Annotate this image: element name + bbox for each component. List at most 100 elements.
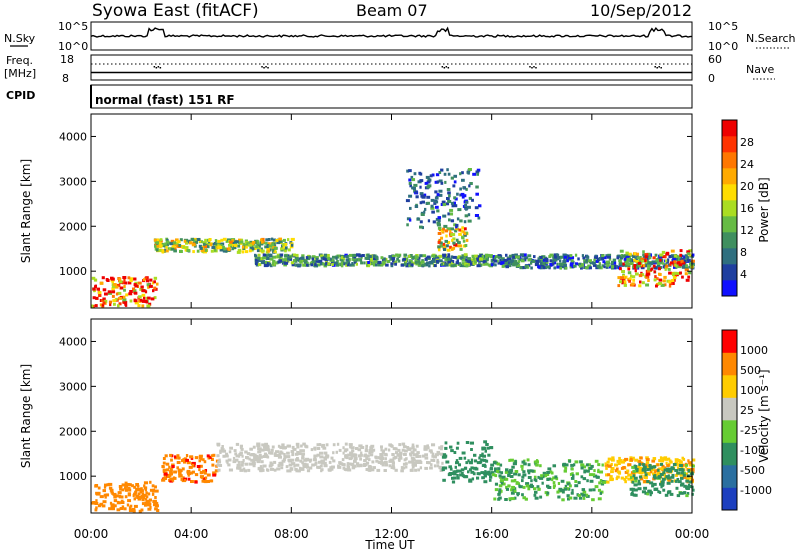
data-cell [427, 178, 432, 182]
data-cell [669, 255, 672, 259]
data-cell [594, 254, 598, 258]
data-cell [643, 463, 648, 467]
data-cell [658, 459, 663, 463]
data-cell [345, 258, 350, 262]
data-cell [481, 447, 484, 451]
data-cell [478, 204, 482, 208]
data-cell [301, 254, 305, 258]
data-cell [455, 227, 458, 230]
data-cell [411, 261, 416, 265]
data-cell [118, 280, 123, 284]
data-cell [637, 459, 642, 463]
data-cell [522, 473, 527, 477]
data-cell [590, 464, 594, 468]
data-cell [133, 291, 138, 295]
data-cell [280, 253, 284, 257]
data-cell [415, 190, 418, 194]
data-cell [408, 263, 412, 267]
data-cell [232, 243, 235, 247]
data-cell [604, 462, 607, 466]
data-cell [426, 201, 430, 205]
data-cell [332, 255, 337, 259]
data-cell [629, 456, 633, 460]
data-cell [402, 445, 407, 449]
data-cell [637, 482, 642, 486]
data-cell [644, 255, 648, 259]
data-cell [628, 277, 632, 281]
data-cell [210, 479, 214, 483]
data-cell [314, 462, 317, 466]
data-cell [438, 446, 441, 450]
data-cell [445, 460, 450, 464]
data-cell [442, 203, 447, 207]
data-cell [269, 467, 275, 471]
data-cell [610, 462, 613, 466]
data-cell [497, 261, 501, 265]
data-cell [335, 263, 340, 267]
data-cell [611, 458, 615, 462]
data-cell [531, 259, 536, 263]
data-cell [603, 265, 606, 269]
data-cell [263, 264, 268, 268]
data-cell [673, 271, 678, 275]
data-cell [280, 466, 284, 470]
data-cell [93, 289, 96, 293]
data-cell [415, 455, 420, 458]
data-cell [277, 260, 281, 264]
data-cell [146, 283, 151, 287]
data-cell [543, 474, 548, 478]
data-cell [654, 470, 657, 474]
data-cell [497, 255, 501, 259]
colorbar-frame [721, 119, 738, 297]
data-cell [178, 243, 182, 247]
data-cell [681, 463, 685, 467]
y-tick-label: 4000 [59, 335, 87, 348]
colorbar-swatch [722, 216, 737, 233]
data-cell [169, 242, 174, 246]
data-cell [123, 507, 127, 511]
data-cell [311, 463, 315, 467]
data-cell [483, 440, 488, 444]
data-cell [402, 462, 406, 466]
data-cell [670, 475, 675, 479]
data-cell [452, 184, 456, 188]
data-cell [412, 187, 416, 190]
freq-tick-top: 18 [60, 53, 74, 66]
data-cell [240, 238, 244, 242]
data-cell [595, 475, 600, 479]
data-cell [384, 463, 389, 467]
data-cell [460, 192, 465, 196]
data-cell [607, 457, 612, 461]
data-cell [153, 286, 157, 290]
data-cell [144, 290, 148, 294]
data-cell [115, 494, 119, 498]
data-cell [499, 463, 503, 467]
data-cell [559, 259, 562, 263]
data-cell [645, 456, 649, 460]
data-cell [302, 442, 306, 446]
data-cell [302, 263, 307, 267]
data-cell [416, 217, 420, 221]
data-cell [291, 243, 294, 247]
data-cell [529, 469, 533, 473]
data-cell [96, 287, 101, 291]
data-cell [498, 474, 502, 478]
data-cell [513, 489, 517, 493]
data-cell [482, 454, 487, 458]
data-cell [390, 444, 394, 448]
data-cell [518, 485, 523, 489]
data-cell [263, 452, 268, 456]
data-cell [632, 456, 635, 460]
data-cell [124, 486, 127, 490]
data-cell [565, 256, 570, 260]
data-cell [152, 500, 156, 503]
nsky-tick-bottom: 10^0 [58, 40, 88, 53]
data-cell [270, 463, 274, 466]
data-cell [170, 239, 175, 243]
data-cell [631, 465, 635, 469]
data-cell [628, 473, 632, 477]
data-cell [492, 461, 497, 465]
data-cell [273, 468, 277, 472]
data-cell [618, 459, 622, 462]
data-cell [460, 468, 465, 472]
